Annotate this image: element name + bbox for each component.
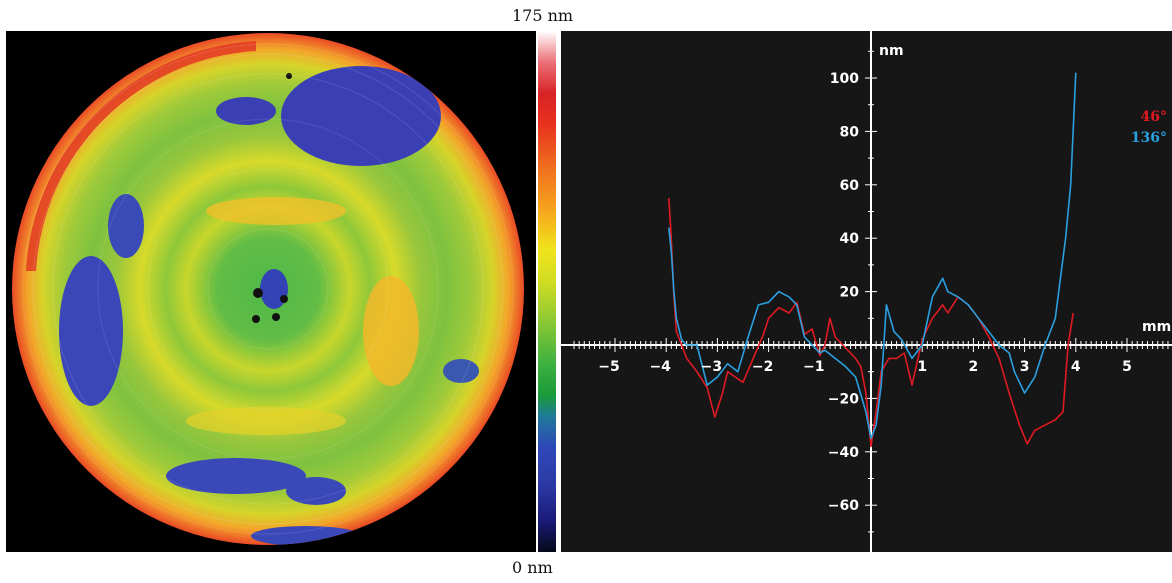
colorbar-max-label: 175 nm — [512, 6, 574, 25]
profile-chart: −5 −4 −3 −2 −1 1 2 3 4 5 −60 −40 −20 20 40 60 80 100 nm mm 4… — [561, 31, 1172, 552]
y-tick-label: 20 — [840, 285, 860, 301]
series-line-46 — [668, 198, 1074, 448]
y-axis-label: nm — [879, 43, 904, 59]
x-tick-label: −2 — [752, 359, 773, 375]
x-tick-label: 2 — [969, 359, 979, 375]
chart-axes — [561, 31, 1172, 552]
y-tick-label: 100 — [830, 71, 859, 87]
x-tick-label: −3 — [701, 359, 722, 375]
y-tick-label: 60 — [840, 178, 860, 194]
profile-chart-panel: −5 −4 −3 −2 −1 1 2 3 4 5 −60 −40 −20 20 40 60 80 100 nm mm 4… — [561, 31, 1172, 552]
x-tick-label: 3 — [1020, 359, 1030, 375]
chart-labels: −5 −4 −3 −2 −1 1 2 3 4 5 −60 −40 −20 20 40 60 80 100 nm mm 4… — [598, 43, 1171, 514]
series-line-136 — [668, 72, 1077, 440]
x-tick-label: 4 — [1071, 359, 1081, 375]
y-tick-label: −40 — [828, 445, 859, 461]
chart-series — [668, 72, 1077, 448]
x-tick-label: 5 — [1122, 359, 1132, 375]
y-tick-label: −20 — [828, 391, 859, 407]
y-tick-label: −60 — [828, 498, 859, 514]
x-axis-label: mm — [1142, 319, 1171, 335]
x-tick-label: −1 — [803, 359, 824, 375]
colorbar-min-label: 0 nm — [512, 558, 553, 577]
height-map-panel — [6, 31, 536, 552]
legend-entry-46: 46° — [1141, 109, 1167, 125]
x-tick-label: −5 — [598, 359, 619, 375]
legend-entry-136: 136° — [1131, 130, 1167, 146]
y-tick-label: 40 — [840, 231, 860, 247]
height-map-image — [12, 33, 524, 545]
x-tick-label: 1 — [917, 359, 927, 375]
y-tick-label: 80 — [840, 124, 860, 140]
colorbar — [538, 31, 556, 552]
x-tick-label: −4 — [649, 359, 671, 375]
